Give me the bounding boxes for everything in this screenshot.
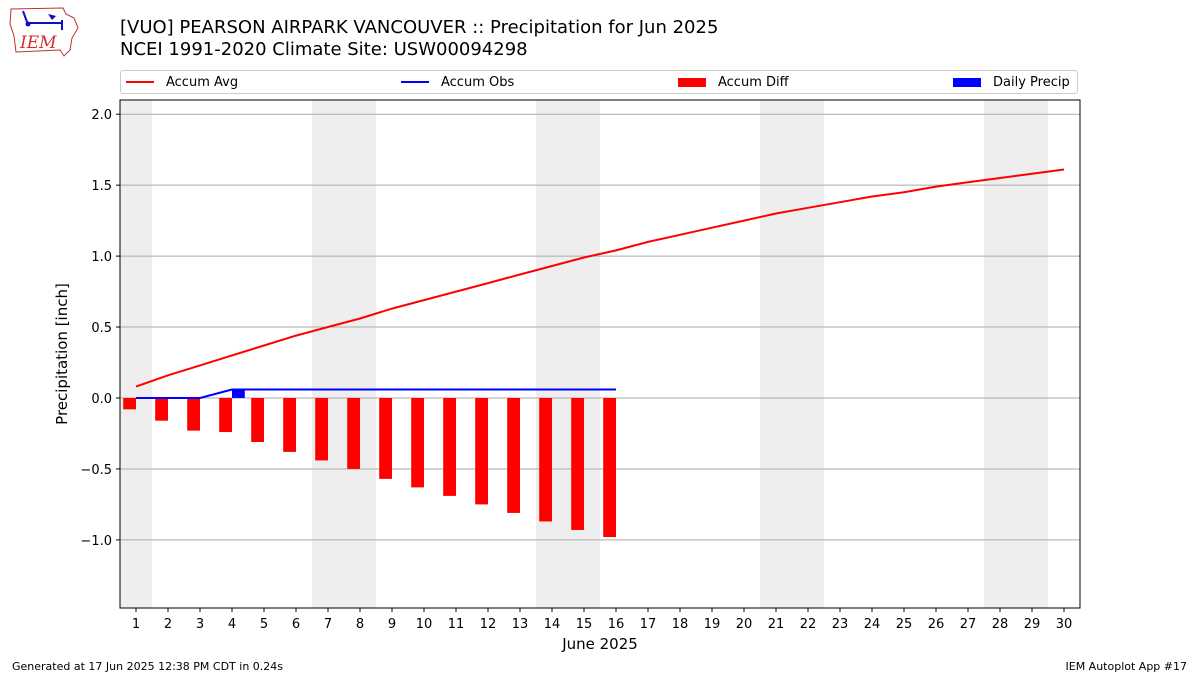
accum-diff-bar-15 [571, 397, 584, 530]
daily-precip-bar-4 [232, 389, 245, 398]
xtick-label-29: 30 [1056, 617, 1073, 632]
accum-diff-bar-2 [155, 397, 168, 421]
xtick-label-10: 11 [448, 617, 465, 632]
bars [123, 389, 616, 538]
xtick-label-5: 6 [292, 617, 300, 632]
xtick-label-2: 3 [196, 617, 204, 632]
legend-swatch-accum-diff [678, 77, 706, 87]
xtick-label-8: 9 [388, 617, 396, 632]
ytick-label-6: 2.0 [91, 108, 112, 123]
legend-swatch-accum-obs [401, 81, 429, 83]
accum-diff-bar-9 [379, 397, 392, 479]
chart-title: [VUO] PEARSON AIRPARK VANCOUVER :: Preci… [120, 17, 719, 38]
accum-diff-bar-14 [539, 397, 552, 522]
accum-diff-bar-11 [443, 397, 456, 496]
xtick-label-24: 25 [896, 617, 913, 632]
ytick-label-5: 1.5 [91, 179, 112, 194]
chart-subtitle: NCEI 1991-2020 Climate Site: USW00094298 [120, 39, 528, 60]
xtick-label-18: 19 [704, 617, 721, 632]
footer-app: IEM Autoplot App #17 [1065, 660, 1188, 673]
accum-diff-bar-7 [315, 397, 328, 461]
xtick-label-13: 14 [544, 617, 561, 632]
xtick-label-11: 12 [480, 617, 497, 632]
xtick-label-23: 24 [864, 617, 881, 632]
lines [135, 168, 1065, 399]
xtick-label-12: 13 [512, 617, 529, 632]
iem-logo: IEM [9, 7, 79, 57]
xtick-label-22: 23 [832, 617, 849, 632]
accum-avg-line [135, 168, 1065, 388]
xtick-label-1: 2 [164, 617, 172, 632]
weekend-band-1 [312, 100, 376, 608]
legend-label-daily-precip: Daily Precip [993, 74, 1070, 90]
ytick-label-3: 0.5 [91, 321, 112, 336]
accum-diff-bar-13 [507, 397, 520, 513]
plot-frame [119, 99, 1081, 609]
ytick-label-4: 1.0 [91, 250, 112, 265]
weekend-band-3 [760, 100, 824, 608]
legend-label-accum-avg: Accum Avg [166, 74, 239, 90]
x-axis-label: June 2025 [561, 635, 638, 653]
grid-lines [120, 113, 1080, 541]
x-axis-ticks: 1 2 3 4 5 6 7 8 9 10 11 12 13 14 15 16 17 18 19 20 21 22 23 24 2… [132, 608, 1072, 632]
accum-diff-bar-1 [123, 397, 136, 410]
xtick-label-4: 5 [260, 617, 268, 632]
xtick-label-28: 29 [1024, 617, 1041, 632]
accum-diff-bar-3 [187, 397, 200, 431]
weekend-shading [120, 100, 1048, 608]
legend-label-accum-diff: Accum Diff [718, 74, 789, 90]
footer-generated: Generated at 17 Jun 2025 12:38 PM CDT in… [12, 660, 284, 673]
legend-item-accum-diff: Accum Diff [678, 71, 789, 93]
legend-item-daily-precip: Daily Precip [953, 71, 1070, 93]
xtick-label-16: 17 [640, 617, 657, 632]
legend: Accum Avg Accum Obs Accum Diff Daily Pre… [120, 70, 1078, 94]
logo-text: IEM [19, 33, 57, 53]
xtick-label-26: 27 [960, 617, 977, 632]
accum-diff-bar-6 [283, 397, 296, 452]
accum-diff-bar-16 [603, 397, 616, 538]
xtick-label-25: 26 [928, 617, 945, 632]
xtick-label-7: 8 [356, 617, 364, 632]
legend-item-accum-obs: Accum Obs [401, 71, 514, 93]
accum-obs-line [136, 388, 616, 399]
xtick-label-0: 1 [132, 617, 140, 632]
accum-diff-bar-5 [251, 397, 264, 442]
xtick-label-21: 22 [800, 617, 817, 632]
accum-diff-bar-4 [219, 397, 232, 433]
xtick-label-20: 21 [768, 617, 785, 632]
legend-swatch-accum-avg [126, 81, 154, 83]
xtick-label-19: 20 [736, 617, 753, 632]
xtick-label-15: 16 [608, 617, 625, 632]
legend-item-accum-avg: Accum Avg [126, 71, 238, 93]
accum-diff-bar-10 [411, 397, 424, 488]
y-axis-label: Precipitation [inch] [53, 283, 71, 425]
weekend-band-0 [120, 100, 152, 608]
ytick-label-0: −1.0 [80, 534, 112, 549]
ytick-label-1: −0.5 [80, 463, 112, 478]
weekend-band-2 [536, 100, 600, 608]
xtick-label-27: 28 [992, 617, 1009, 632]
xtick-label-3: 4 [228, 617, 236, 632]
accum-diff-bar-8 [347, 397, 360, 469]
xtick-label-9: 10 [416, 617, 433, 632]
legend-label-accum-obs: Accum Obs [441, 74, 515, 90]
accum-diff-bar-12 [475, 397, 488, 505]
y-axis-ticks: −1.0 −0.5 0.0 0.5 1.0 1.5 2.0 [80, 108, 120, 549]
xtick-label-6: 7 [324, 617, 332, 632]
xtick-label-14: 15 [576, 617, 593, 632]
ytick-label-2: 0.0 [91, 392, 112, 407]
xtick-label-17: 18 [672, 617, 689, 632]
legend-swatch-daily-precip [953, 77, 981, 87]
